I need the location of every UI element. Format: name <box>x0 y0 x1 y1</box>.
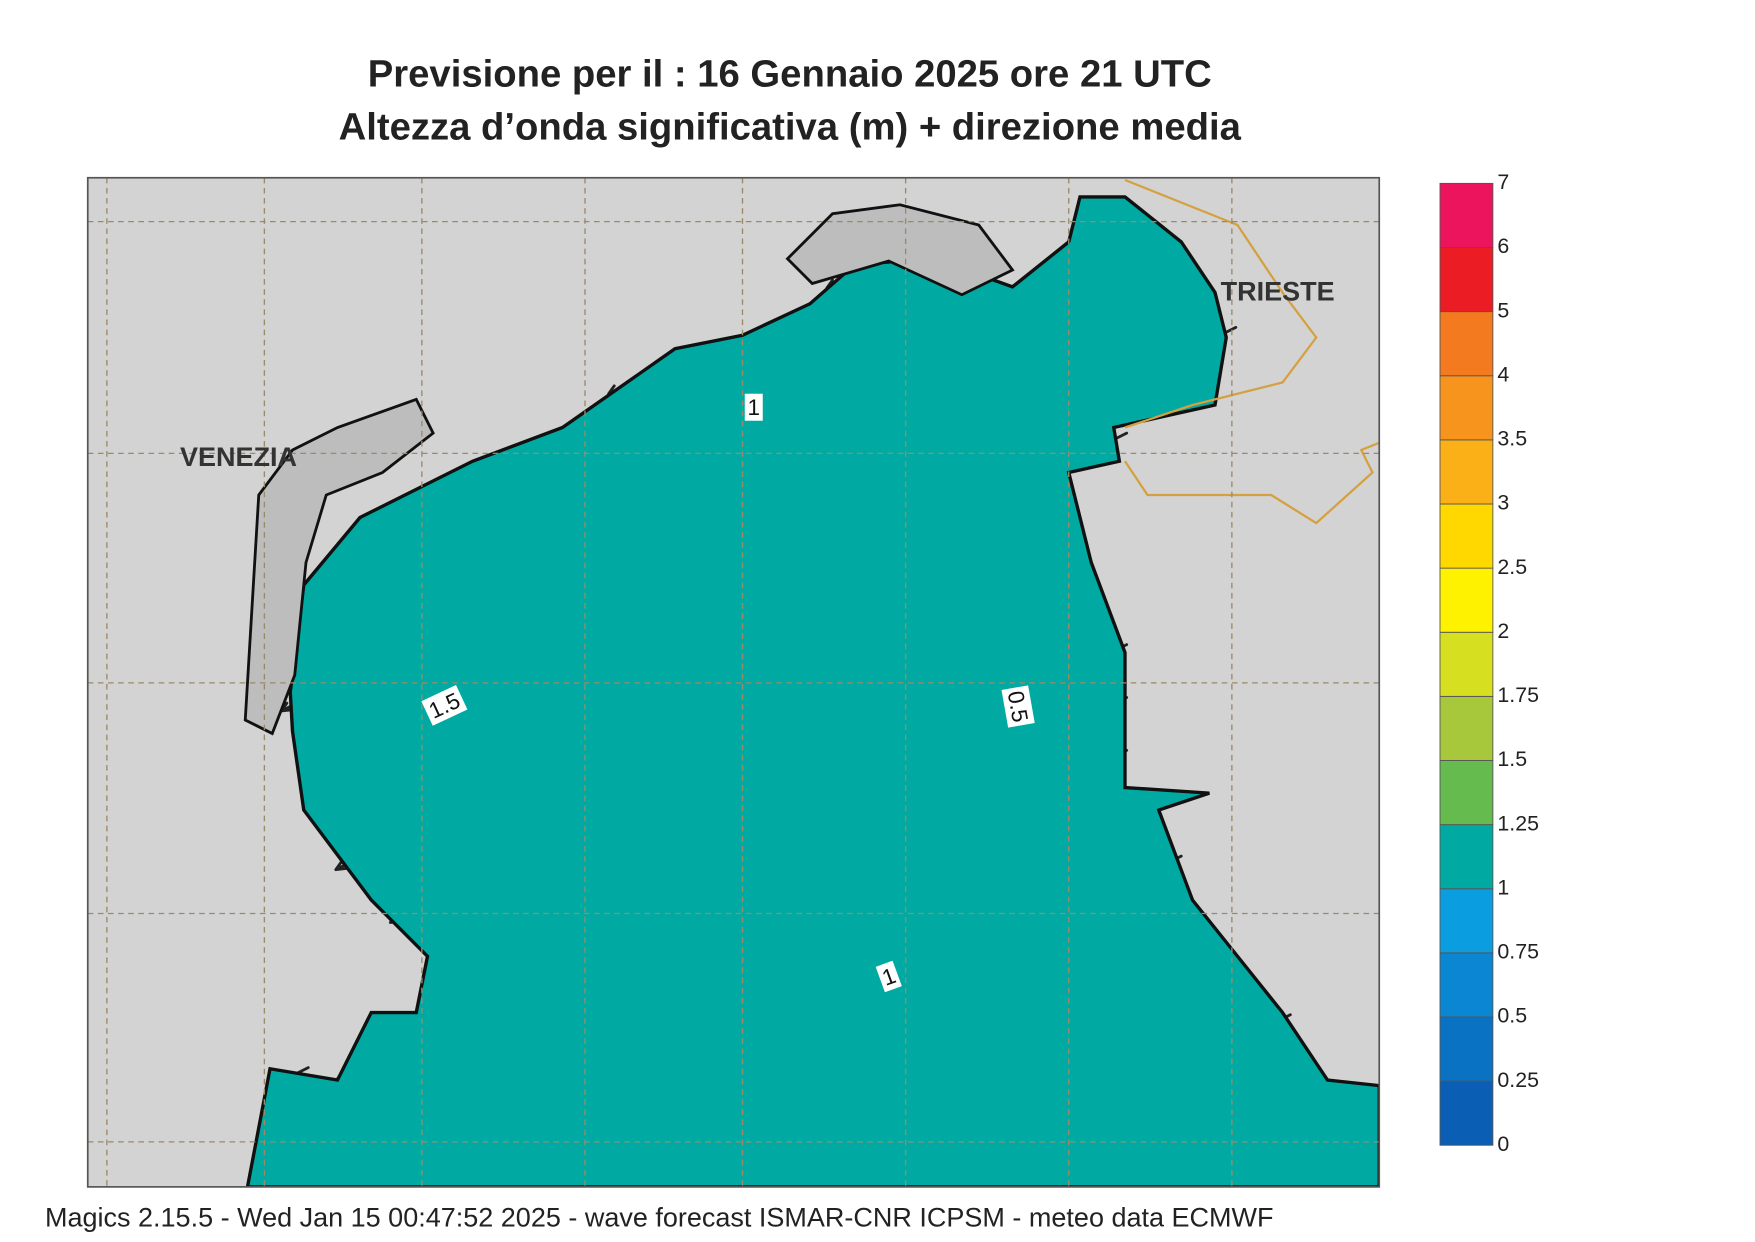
colorbar: 0 0.25 0.5 0.75 1 1.25 1.5 1.75 2 2.5 3 3.5 4 5 6 7 <box>1439 170 1539 1156</box>
subtitle: Altezza d’onda significativa (m) + direz… <box>339 106 1242 149</box>
contour-label-box <box>875 960 902 993</box>
colorbar-label: 0.25 <box>1497 1068 1539 1092</box>
place-label: VENEZIA <box>180 442 297 472</box>
colorbar-label: 2.5 <box>1497 555 1527 579</box>
colorbar-label: 0 <box>1497 1132 1509 1156</box>
contour-label-text: 0.5 <box>1003 689 1033 724</box>
colorbar-swatch <box>1439 1016 1494 1082</box>
colorbar-swatch <box>1439 311 1494 377</box>
colorbar-label: 0.5 <box>1497 1004 1527 1028</box>
border <box>1124 441 1380 525</box>
contour-label-text: 1 <box>747 395 760 420</box>
contour-label-box <box>421 685 468 726</box>
colorbar-label: 6 <box>1497 234 1509 258</box>
colorbar-swatch <box>1439 503 1494 569</box>
colorbar-swatch <box>1439 888 1494 954</box>
colorbar-swatch <box>1439 375 1494 441</box>
contour-label: 1 <box>744 393 763 421</box>
colorbar-label: 1.5 <box>1497 747 1527 771</box>
graticule <box>87 177 1380 1187</box>
colorbar-swatch <box>1439 952 1494 1018</box>
colorbar-label: 1.25 <box>1497 811 1539 835</box>
contour-label: 0.5 <box>1001 685 1035 728</box>
colorbar-swatch <box>1439 182 1494 248</box>
colorbar-label: 1.75 <box>1497 683 1539 707</box>
colorbar-swatch <box>1439 439 1494 505</box>
colorbar-swatch <box>1439 567 1494 633</box>
colorbar-label: 3.5 <box>1497 427 1527 451</box>
map: VENEZIA TRIESTE 11.5 0.51 <box>87 177 1380 1187</box>
colorbar-swatch <box>1439 247 1494 313</box>
contour-label-box <box>744 393 763 421</box>
colorbar-label: 3 <box>1497 491 1509 515</box>
colorbar-swatch <box>1439 1080 1494 1146</box>
title: Previsione per il : 16 Gennaio 2025 ore … <box>368 53 1212 96</box>
lagoon-land <box>243 397 435 736</box>
colorbar-label: 7 <box>1497 170 1509 194</box>
footer: Magics 2.15.5 - Wed Jan 15 00:47:52 2025… <box>45 1202 1274 1232</box>
contour-label-box <box>1001 685 1035 728</box>
contour-label: 1 <box>875 960 902 993</box>
colorbar-label: 4 <box>1497 362 1509 386</box>
border <box>1124 178 1318 429</box>
colorbar-label: 1 <box>1497 875 1509 899</box>
colorbar-label: 2 <box>1497 619 1509 643</box>
place-label: TRIESTE <box>1221 276 1335 306</box>
coast-land <box>785 203 1015 297</box>
colorbar-swatch <box>1439 631 1494 697</box>
colorbar-swatch <box>1439 760 1494 826</box>
colorbar-swatch <box>1439 695 1494 761</box>
map-frame <box>86 176 1381 1188</box>
colorbar-label: 5 <box>1497 298 1509 322</box>
colorbar-swatch <box>1439 824 1494 890</box>
colorbar-label: 0.75 <box>1497 940 1539 964</box>
